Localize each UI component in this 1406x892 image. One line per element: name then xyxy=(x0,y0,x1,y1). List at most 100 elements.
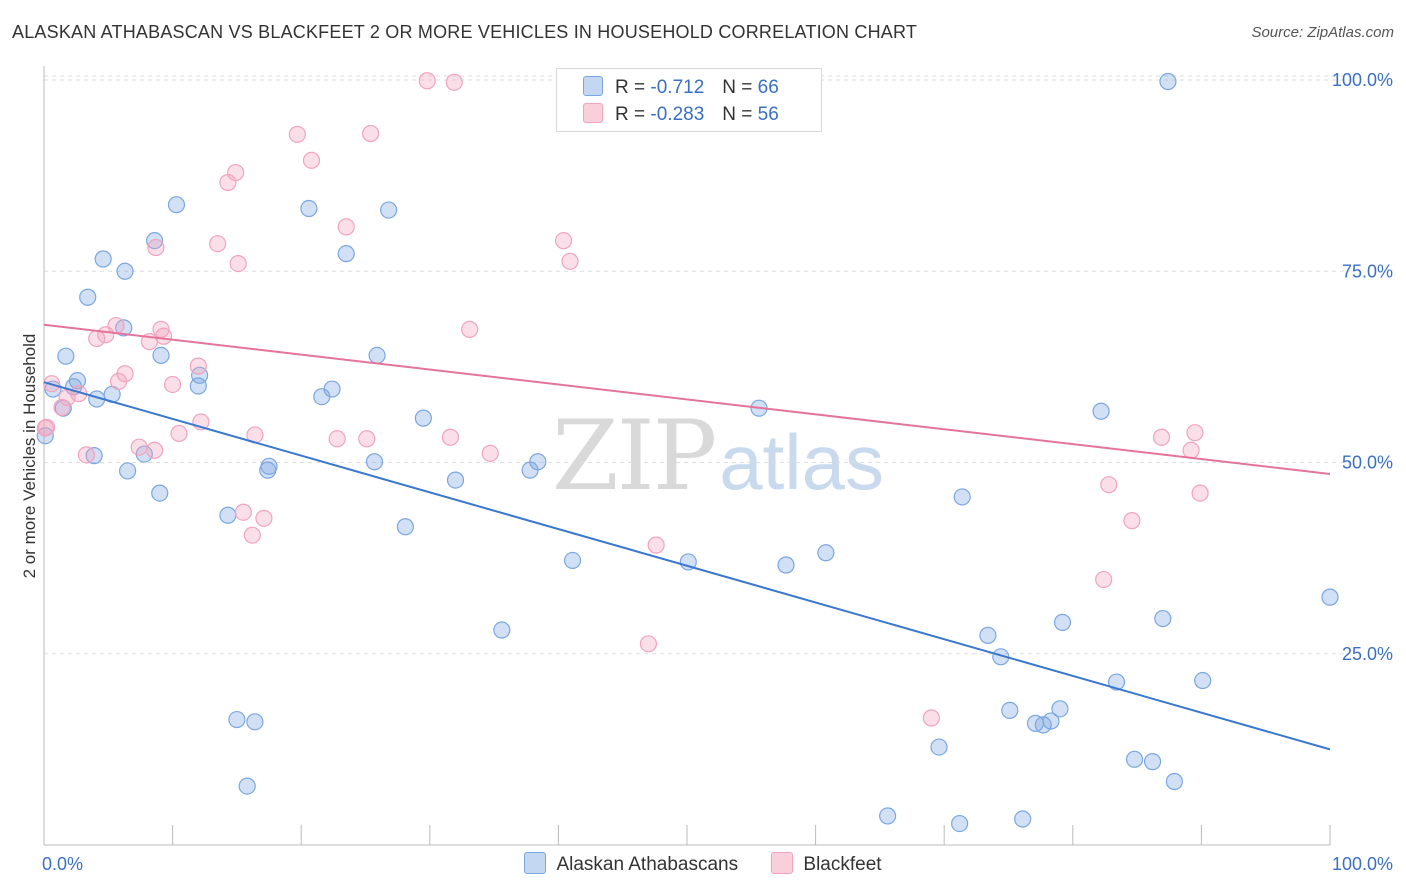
blackfeet-point xyxy=(53,398,71,417)
blackfeet-point xyxy=(328,430,346,448)
blackfeet-point xyxy=(37,418,56,436)
athabascan-point xyxy=(151,484,169,502)
legend-n-value: 56 xyxy=(757,104,779,125)
athabascan-point xyxy=(1154,609,1172,628)
trend-lines xyxy=(43,323,1331,751)
athabascan-point xyxy=(337,245,355,263)
y-axis-label: 2 or more Vehicles in Household xyxy=(20,333,39,579)
watermark-zip: ZIP xyxy=(552,400,717,512)
series-legend-blackfeet: Blackfeet xyxy=(771,852,882,876)
legend-r-label: R = xyxy=(615,104,646,125)
stats-legend: R = -0.712 N = 66 R = -0.283 N = 56 xyxy=(556,68,822,132)
blackfeet-point xyxy=(561,252,579,270)
athabascan-point xyxy=(300,199,318,218)
blackfeet-point xyxy=(189,357,207,375)
series-legend: Alaskan Athabascans Blackfeet xyxy=(0,852,1406,876)
y-tick-label: 50.0% xyxy=(1342,453,1393,473)
athabascan-point xyxy=(1165,772,1183,791)
blackfeet-point xyxy=(1095,570,1113,589)
athabascan-point xyxy=(1001,701,1019,719)
athabascan-point xyxy=(68,372,87,390)
athabascan-point xyxy=(1034,716,1052,734)
blackfeet-point xyxy=(107,316,125,335)
blackfeet-point xyxy=(445,73,463,91)
athabascan-point xyxy=(323,380,341,398)
athabascan-point xyxy=(1053,613,1072,631)
y-tick-label: 75.0% xyxy=(1342,261,1393,281)
blackfeet-point xyxy=(77,446,96,464)
legend-r-value: -0.712 xyxy=(650,77,705,98)
athabascan-point xyxy=(979,626,997,644)
blackfeet-point xyxy=(441,428,459,446)
watermark: ZIPatlas xyxy=(552,400,884,512)
athabascan-point xyxy=(57,347,75,365)
series-legend-athabascan: Alaskan Athabascans xyxy=(524,852,738,876)
athabascan-point xyxy=(563,551,582,570)
legend-swatch-athabascan xyxy=(583,76,603,96)
athabascan-point xyxy=(446,471,465,489)
athabascan-point xyxy=(930,738,948,756)
blackfeet-point xyxy=(243,526,261,544)
x-tick-label: 0.0% xyxy=(42,854,83,874)
blackfeet-point xyxy=(229,255,247,273)
blackfeet-point xyxy=(116,365,134,383)
blackfeet-point xyxy=(234,503,252,521)
blackfeet-point xyxy=(147,238,165,257)
athabascan-point xyxy=(116,262,134,280)
blackfeet-point xyxy=(554,232,573,250)
athabascan-point xyxy=(145,232,164,250)
legend-row-blackfeet: R = -0.283 N = 56 xyxy=(583,103,779,126)
athabascan-trend-line xyxy=(43,381,1331,751)
athabascan-point xyxy=(238,777,256,795)
athabascan-point xyxy=(380,201,398,219)
athabascan-point xyxy=(365,453,384,471)
blackfeet-point xyxy=(1123,512,1141,530)
blackfeet-point xyxy=(461,320,479,338)
blackfeet-point xyxy=(1100,476,1118,494)
blackfeet-point xyxy=(288,125,306,143)
blackfeet-trend-line xyxy=(43,323,1331,475)
blackfeet-point xyxy=(1152,428,1171,446)
blackfeet-point xyxy=(302,151,321,169)
athabascan-point xyxy=(953,488,971,506)
blackfeet-point xyxy=(922,709,940,727)
athabascan-point xyxy=(414,409,432,427)
athabascan-point xyxy=(529,453,547,471)
blackfeet-point xyxy=(145,441,164,459)
athabascan-point xyxy=(1321,588,1339,606)
athabascan-point xyxy=(493,621,511,639)
tick-labels: 25.0% 50.0% 75.0% 100.0% 0.0% 100.0% xyxy=(42,70,1393,874)
athabascan-point xyxy=(152,346,170,364)
athabascan-point xyxy=(79,288,97,306)
blackfeet-point xyxy=(362,124,380,143)
athabascan-point xyxy=(1014,810,1032,828)
legend-r-label: R = xyxy=(615,77,646,98)
blackfeet-point xyxy=(255,509,273,527)
athabascan-point xyxy=(1143,753,1162,771)
athabascan-point xyxy=(879,807,897,825)
blackfeet-point xyxy=(130,438,148,456)
blackfeet-point xyxy=(36,419,54,437)
axes xyxy=(43,66,1331,846)
blackfeet-point xyxy=(170,424,188,443)
athabascan-point xyxy=(118,462,137,480)
grid-lines xyxy=(44,75,1350,655)
athabascan-point xyxy=(1125,750,1144,768)
legend-n-value: 66 xyxy=(757,77,779,98)
athabascan-point xyxy=(368,346,386,364)
legend-row-athabascan: R = -0.712 N = 66 xyxy=(583,76,779,99)
blackfeet-point xyxy=(154,327,173,345)
athabascan-point xyxy=(951,814,969,833)
athabascan-point xyxy=(260,457,278,475)
blackfeet-point xyxy=(227,163,245,182)
athabascan-point xyxy=(1051,700,1069,718)
legend-n-label: N = xyxy=(722,77,753,98)
series-swatch-athabascan xyxy=(524,852,547,874)
source-label: Source: ZipAtlas.com xyxy=(1251,24,1394,41)
athabascan-point xyxy=(777,556,795,574)
chart-title: ALASKAN ATHABASCAN VS BLACKFEET 2 OR MOR… xyxy=(12,22,918,42)
athabascan-point xyxy=(94,250,112,268)
blackfeet-point xyxy=(481,444,499,462)
y-tick-label: 25.0% xyxy=(1342,644,1393,664)
